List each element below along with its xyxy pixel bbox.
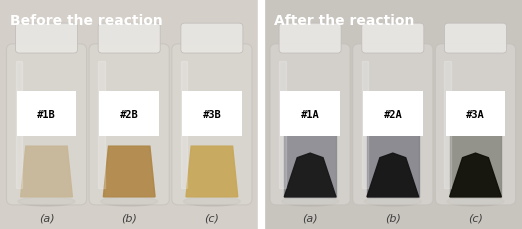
Ellipse shape [183, 197, 241, 206]
Polygon shape [21, 147, 73, 197]
FancyBboxPatch shape [181, 24, 243, 54]
Ellipse shape [364, 197, 421, 206]
Text: (b): (b) [121, 213, 137, 223]
Bar [182, 92, 242, 137]
Text: (a): (a) [302, 213, 318, 223]
Text: #3B: #3B [203, 109, 221, 119]
FancyBboxPatch shape [172, 45, 252, 205]
Bar [100, 92, 159, 137]
FancyBboxPatch shape [353, 45, 433, 205]
Polygon shape [21, 147, 73, 197]
Text: #1B: #1B [37, 109, 56, 119]
Text: (c): (c) [468, 213, 483, 223]
Bar [367, 110, 419, 197]
Text: #2A: #2A [384, 109, 402, 119]
Bar [446, 92, 505, 137]
Bar [363, 92, 422, 137]
Bar [16, 62, 22, 188]
Ellipse shape [18, 197, 75, 206]
Polygon shape [186, 147, 238, 197]
Ellipse shape [281, 197, 339, 206]
Text: (c): (c) [205, 213, 219, 223]
Bar [98, 62, 104, 188]
Text: (a): (a) [39, 213, 54, 223]
FancyBboxPatch shape [270, 45, 350, 205]
Bar [449, 110, 501, 197]
FancyBboxPatch shape [6, 45, 87, 205]
Text: #2B: #2B [120, 109, 138, 119]
Text: #1A: #1A [301, 109, 319, 119]
Text: After the reaction: After the reaction [274, 14, 414, 28]
Bar [284, 110, 336, 197]
FancyBboxPatch shape [89, 45, 169, 205]
FancyBboxPatch shape [98, 24, 160, 54]
Bar [444, 62, 451, 188]
Ellipse shape [101, 197, 158, 206]
Polygon shape [103, 147, 155, 197]
Text: Before the reaction: Before the reaction [10, 14, 163, 28]
Bar [17, 92, 76, 137]
Polygon shape [367, 153, 419, 197]
Polygon shape [103, 147, 155, 197]
FancyBboxPatch shape [362, 24, 424, 54]
Polygon shape [449, 153, 501, 197]
FancyBboxPatch shape [444, 24, 506, 54]
Bar [362, 62, 368, 188]
Text: (b): (b) [385, 213, 401, 223]
Bar [279, 62, 286, 188]
FancyBboxPatch shape [435, 45, 516, 205]
Polygon shape [284, 153, 336, 197]
Bar [181, 62, 187, 188]
FancyBboxPatch shape [279, 24, 341, 54]
FancyBboxPatch shape [16, 24, 77, 54]
Bar [280, 92, 340, 137]
Polygon shape [186, 147, 238, 197]
Text: #3A: #3A [466, 109, 485, 119]
Ellipse shape [447, 197, 504, 206]
